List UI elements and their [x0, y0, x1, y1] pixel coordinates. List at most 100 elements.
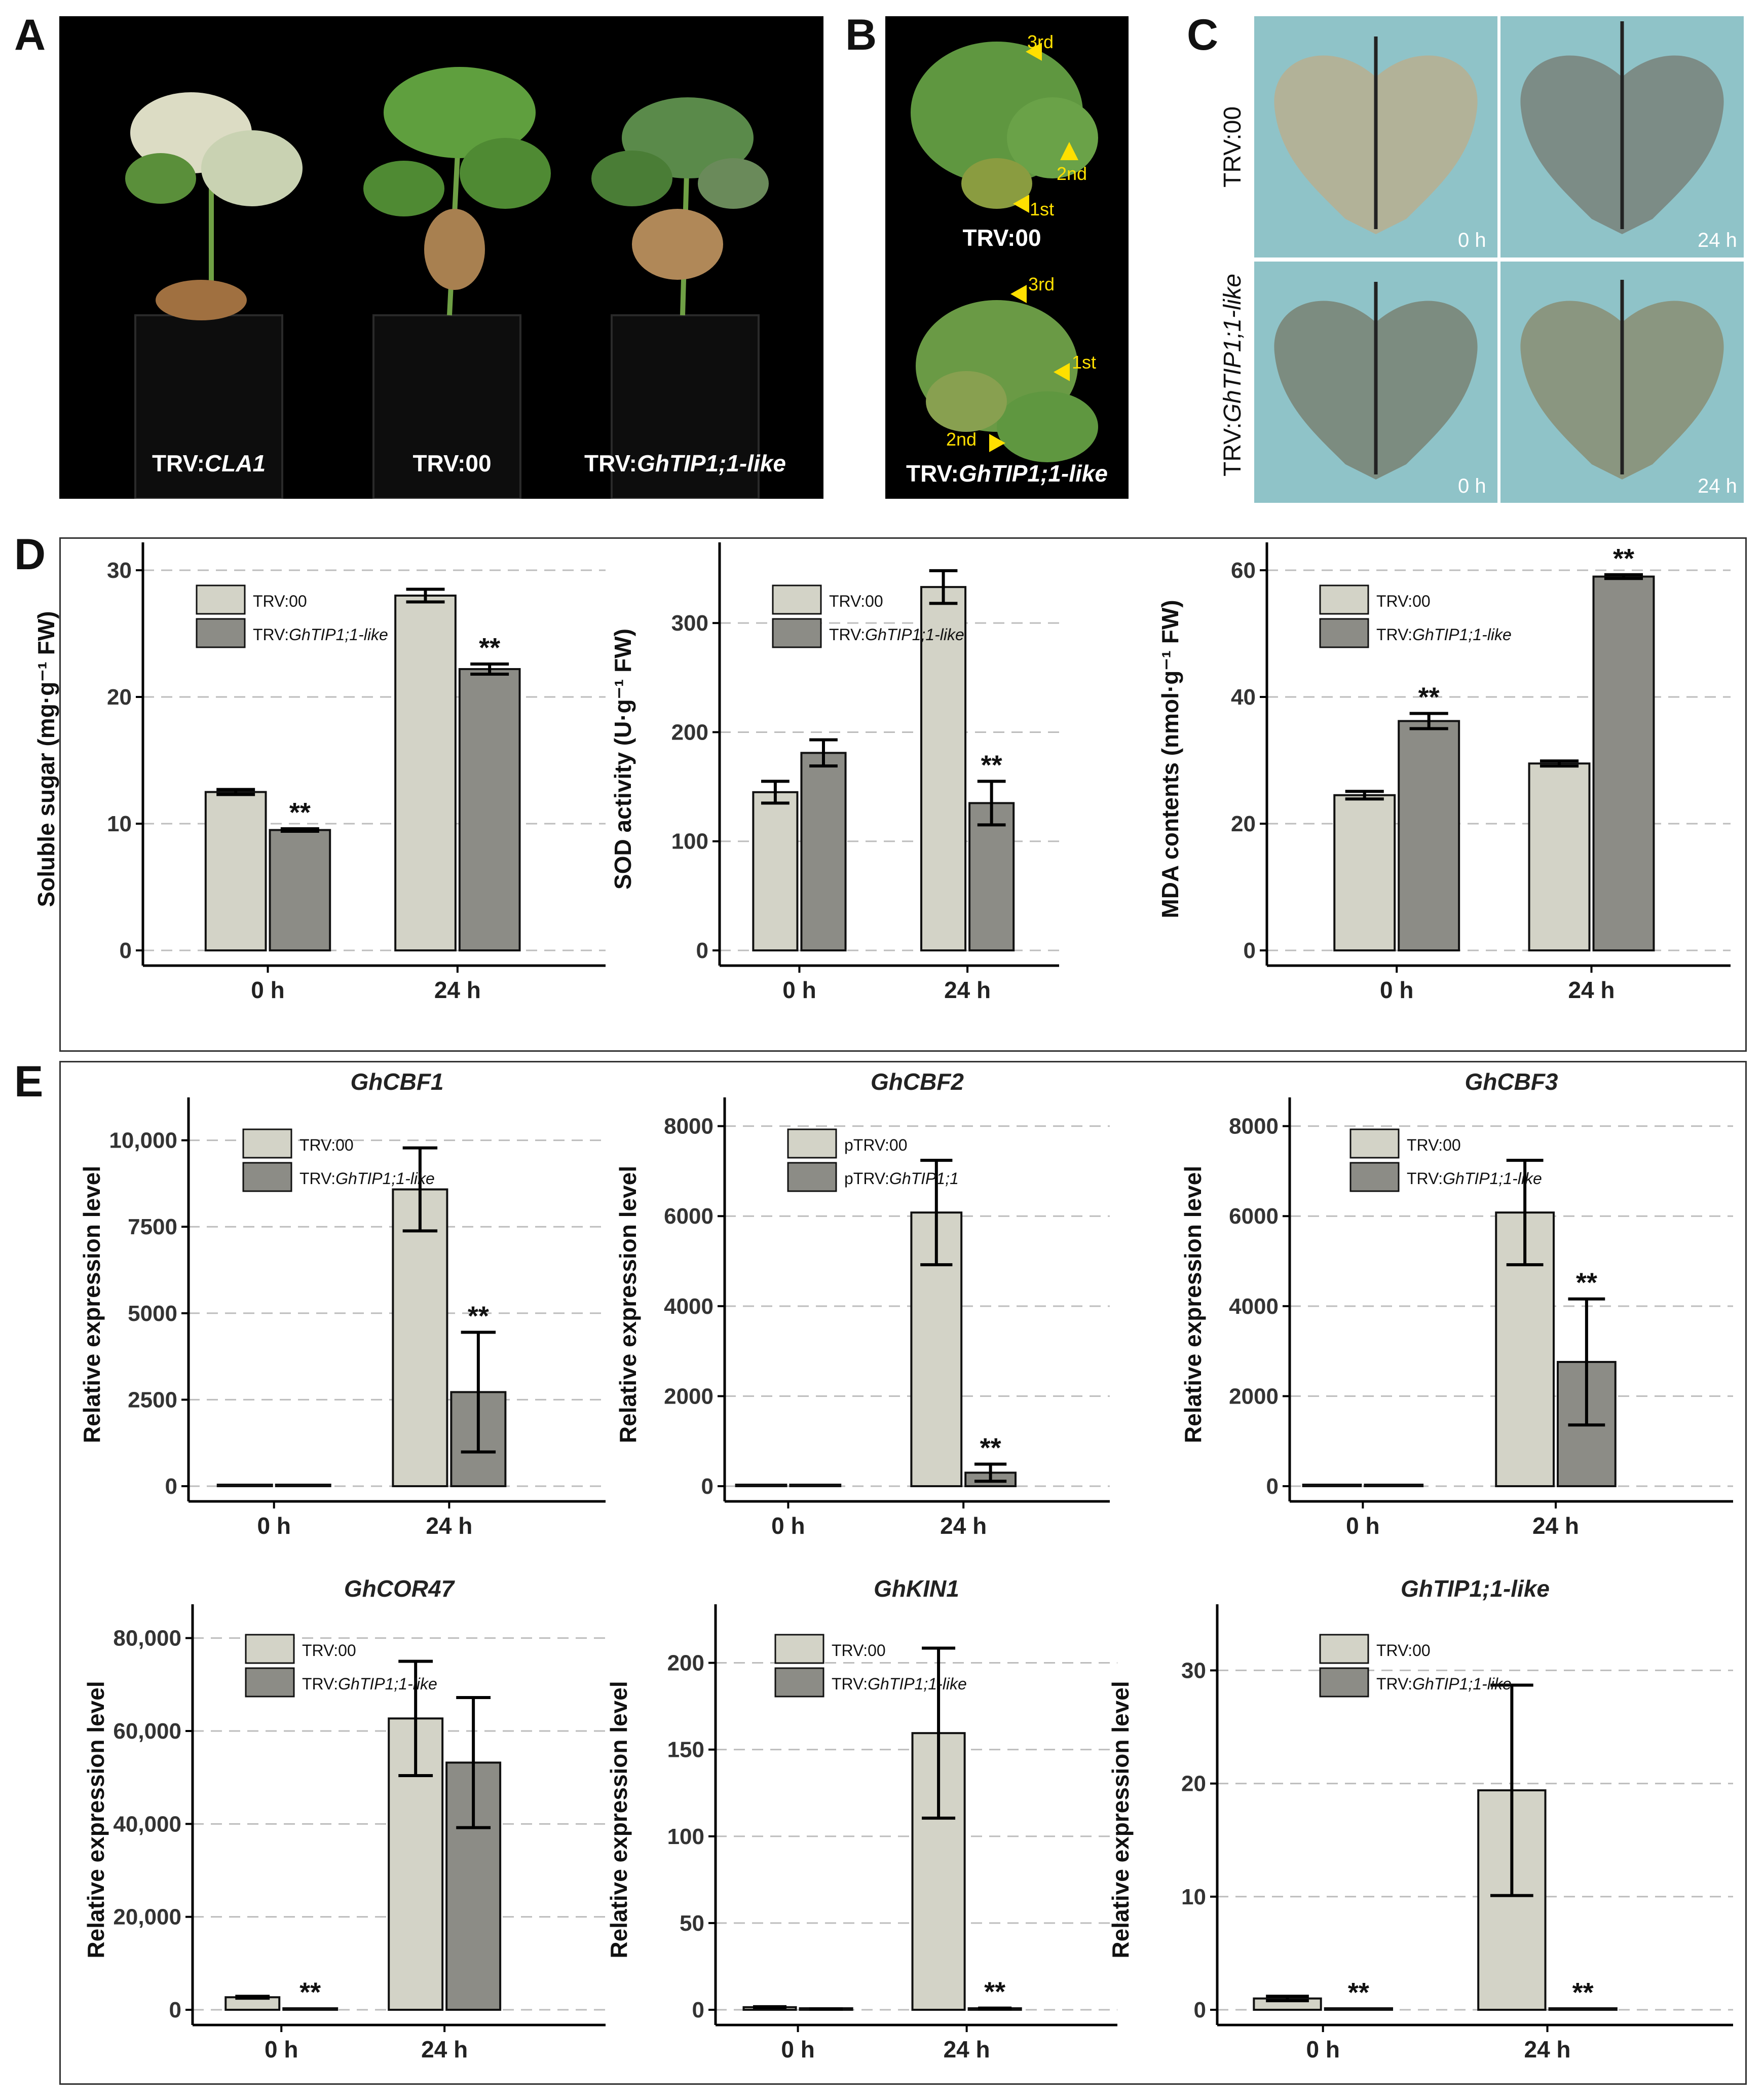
bar-cbf1-trv00-24h: [392, 1188, 448, 1487]
legend-label: TRV:00: [1376, 592, 1431, 610]
x-tick-label: 0 h: [257, 1513, 290, 1539]
chart-sod: 0 100 200 300 0 h 24 h ** SOD activity (U·g⁻¹ F…: [610, 542, 1059, 1003]
legend-label-prefix: TRV:: [302, 1675, 338, 1693]
significance-mark: **: [984, 1977, 1005, 2007]
panel-letter-c: C: [1187, 11, 1219, 59]
panel-letter-b: B: [845, 11, 877, 59]
legend-swatch: [245, 1634, 295, 1664]
chart-sugar: 0 10 20 30 0 h ** 24 h ** Soluble sugar (mg·g⁻¹ …: [33, 542, 606, 1003]
legend-swatch: [1319, 618, 1369, 648]
legend-label: TRV:GhTIP1;1-like: [1376, 1675, 1512, 1693]
panel-letter-a: A: [14, 11, 46, 59]
legend-label: TRV:00: [1376, 1641, 1431, 1660]
legend-label-prefix: TRV:: [253, 592, 289, 610]
legend-label: TRV:GhTIP1;1-like: [302, 1675, 437, 1693]
y-tick-label: 0: [1244, 938, 1256, 963]
legend-label-prefix: TRV:: [1376, 592, 1412, 610]
y-tick-label: 0: [1194, 1998, 1206, 2022]
leaf-staining-grid: 0 h 24 h 0 h 24 h: [1254, 16, 1744, 503]
x-tick-label: 0 h: [1346, 1513, 1379, 1539]
y-tick-label: 50: [680, 1911, 704, 1936]
bar-sod-trv00-0h: [752, 791, 799, 951]
legend-label-prefix: TRV:: [302, 1641, 338, 1660]
chart-title: GhKIN1: [874, 1575, 959, 1602]
y-tick-label: 100: [667, 1824, 704, 1849]
time-label-c3: 0 h: [1458, 475, 1486, 497]
x-tick-label: 0 h: [251, 977, 284, 1003]
bar-sugar-trv00-0h: [204, 791, 267, 951]
legend-label-italic: GhTIP1;1-like: [338, 1675, 437, 1693]
arrow-label-3rd-top: 3rd: [1027, 31, 1054, 52]
y-tick-label: 60,000: [113, 1719, 181, 1744]
chart-title: GhCBF2: [871, 1069, 964, 1095]
photo-leaves-b: 3rd 2nd 1st TRV:00 3rd 1st 2nd TRV:GhTIP…: [885, 16, 1129, 499]
y-tick-label: 2000: [664, 1384, 714, 1409]
legend-label: TRV:00: [299, 1136, 354, 1154]
x-tick-label: 0 h: [782, 977, 816, 1003]
photo-plants-a: TRV:CLA1 TRV:00 TRV:GhTIP1;1-like: [59, 16, 823, 499]
x-tick-label: 0 h: [781, 2036, 814, 2063]
legend-label-italic: 00: [1412, 592, 1431, 610]
legend-swatch: [1349, 1128, 1400, 1159]
legend-label-italic: GhTIP1;1-like: [335, 1169, 435, 1188]
y-tick-label: 20: [1181, 1772, 1206, 1796]
y-axis-label: Relative expression level: [1107, 1681, 1134, 1958]
legend-swatch: [196, 584, 246, 615]
legend-label-italic: GhTIP1;1: [889, 1169, 959, 1188]
bar-tip11-ghtip-0h: [1324, 2007, 1394, 2011]
time-label-c4: 24 h: [1698, 475, 1737, 497]
y-tick-label: 2000: [1229, 1384, 1279, 1409]
time-label-c1: 0 h: [1458, 229, 1486, 251]
legend-label-prefix: TRV:: [299, 1169, 335, 1188]
bar-cbf3-ghtip-0h: [1364, 1484, 1424, 1487]
legend-label-prefix: pTRV:: [844, 1169, 889, 1188]
significance-mark: **: [1613, 543, 1634, 574]
chart-kin1: 0 50 100 150 200 0 h 24 h ** Relative expression…: [606, 1575, 1117, 2063]
legend-label-italic: GhTIP1;1-like: [868, 1675, 967, 1693]
y-tick-label: 30: [107, 558, 132, 583]
legend-label: TRV:GhTIP1;1-like: [253, 625, 388, 644]
y-axis-label: Relative expression level: [615, 1166, 641, 1443]
legend-label-prefix: pTRV:: [844, 1136, 889, 1154]
legend-swatch: [1319, 1667, 1369, 1698]
legend-swatch: [774, 1667, 824, 1698]
y-tick-label: 0: [165, 1474, 177, 1499]
legend-label-prefix: TRV:: [1407, 1169, 1443, 1188]
bar-sod-ghtip-24h: [968, 802, 1015, 951]
chart-title: GhCOR47: [344, 1575, 456, 1602]
y-tick-label: 60: [1231, 558, 1256, 583]
legend-label: TRV:GhTIP1;1-like: [1376, 625, 1512, 644]
chart-tip11: 0 10 20 30 0 h ** 24 h ** Relative expression le…: [1107, 1575, 1733, 2063]
frame-panel-d: [59, 537, 1747, 1052]
x-tick-label: 24 h: [1532, 1513, 1579, 1539]
legend-label-italic: 00: [865, 592, 883, 610]
legend-swatch: [774, 1634, 824, 1664]
x-tick-label: 0 h: [1306, 2036, 1339, 2063]
panel-letter-d: D: [14, 530, 46, 579]
legend-label-prefix: TRV:: [829, 625, 865, 644]
bar-sod-ghtip-0h: [800, 752, 847, 951]
legend-label: TRV:00: [829, 592, 883, 610]
y-tick-label: 0: [701, 1474, 714, 1499]
x-tick-label: 0 h: [771, 1513, 805, 1539]
significance-mark: **: [299, 1977, 321, 2007]
y-tick-label: 0: [1266, 1474, 1279, 1499]
plant-illustration: [125, 67, 769, 499]
legend-label: pTRV:GhTIP1;1: [844, 1169, 959, 1188]
chart-title: GhTIP1;1-like: [1401, 1575, 1550, 1602]
y-tick-label: 0: [692, 1998, 704, 2022]
y-tick-label: 100: [671, 829, 708, 854]
bar-cbf3-trv00-0h: [1302, 1484, 1362, 1487]
legend-swatch: [772, 618, 822, 648]
significance-mark: **: [981, 750, 1002, 780]
panel-letter-e: E: [14, 1057, 44, 1106]
y-tick-label: 150: [667, 1738, 704, 1762]
y-tick-label: 4000: [664, 1294, 714, 1319]
y-axis-label: Soluble sugar (mg·g⁻¹ FW): [33, 611, 59, 907]
legend-label-italic: GhTIP1;1-like: [1443, 1169, 1542, 1188]
legend-label: TRV:GhTIP1;1-like: [299, 1169, 435, 1188]
x-tick-label: 24 h: [944, 977, 991, 1003]
x-tick-label: 24 h: [421, 2036, 468, 2063]
arrow-label-1st-top: 1st: [1030, 199, 1055, 219]
